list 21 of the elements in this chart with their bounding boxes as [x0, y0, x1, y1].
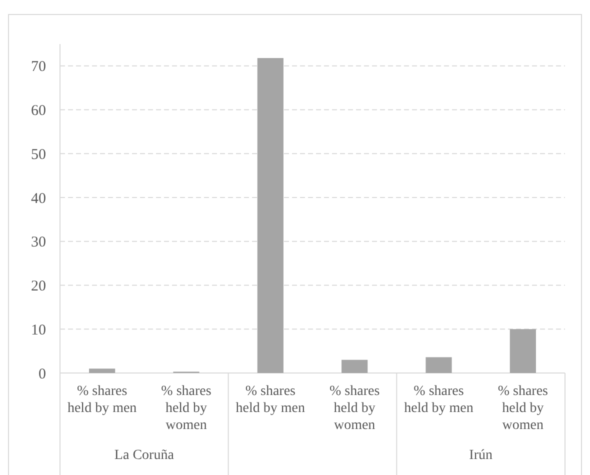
y-tick-label: 50 [31, 146, 46, 163]
bar [342, 360, 368, 373]
x-tick-label: % shares held by men [236, 384, 306, 416]
x-tick-label: % shares held by women [498, 384, 548, 433]
y-tick-label: 10 [31, 322, 46, 338]
x-tick-label: % shares held by women [330, 384, 380, 433]
y-tick-label: 60 [31, 103, 46, 120]
bar [257, 58, 284, 373]
y-tick-label: 20 [31, 278, 46, 295]
y-tick-label: 40 [31, 190, 46, 207]
text: La Coruña [114, 448, 175, 463]
y-tick-label: 70 [31, 59, 46, 76]
x-tick-label: % shares held by men [404, 384, 474, 416]
x-tick-label: % shares held by men [67, 384, 137, 416]
text: Irún [469, 448, 492, 463]
y-tick-label: 30 [31, 234, 46, 251]
bar [510, 329, 536, 373]
y-tick-label: 0 [38, 366, 46, 382]
bar [426, 357, 452, 373]
bar [89, 368, 116, 373]
x-tick-label: % shares held by women [161, 384, 212, 433]
